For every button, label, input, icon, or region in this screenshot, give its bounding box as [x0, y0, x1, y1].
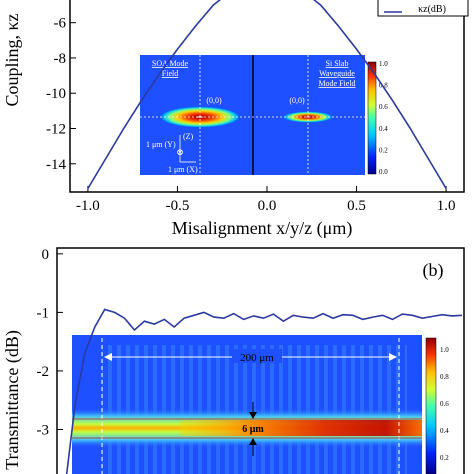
inset-b-colorbar-tick: 0.4: [440, 427, 449, 435]
inset-a-colorbar-tick: 0.6: [379, 103, 388, 111]
panel-a-xtick-label: 1.0: [437, 198, 456, 214]
inset-b-colorbar-tick: 0.2: [440, 454, 449, 462]
panel-a: -6 -8 -10 -12 -14 -1.0 -0.5 0.0 0.5 1.0 Coupling…: [2, 0, 469, 239]
soa-title-2: Field: [162, 69, 178, 78]
inset-b-colorbar: [425, 337, 437, 474]
z-direction-icon: ⊗: [176, 147, 184, 157]
panel-a-ytick-label: -12: [46, 122, 66, 138]
legend-label: κz(dB): [418, 4, 446, 15]
inset-a-colorbar-ticks: 1.0 0.8 0.6 0.4 0.2 0.0: [379, 60, 388, 176]
inset-b-mode-core: [180, 420, 422, 436]
inset-a-colorbar-tick: 0.0: [379, 168, 388, 176]
panel-a-ylabel: Coupling, κz: [2, 13, 22, 106]
si-title-3: Mode Field: [318, 79, 355, 88]
inset-a-colorbar-tick: 0.8: [379, 82, 388, 90]
gap-arrow-top-head: [249, 412, 257, 419]
panel-a-xtick-label: 0.0: [258, 198, 277, 214]
panel-b-label: (b): [423, 260, 444, 281]
panel-a-xlabel: Misalignment x/y/z (μm): [172, 218, 353, 239]
panel-a-ytick-label: -10: [46, 86, 66, 102]
inset-a-colorbar: [367, 61, 377, 175]
panel-b: 0-1-2-3-4 Transmittance (dB) (b) 200 μm …: [2, 247, 465, 474]
origin-label-left: (0,0): [206, 96, 222, 105]
panel-a-xtick-label: 0.5: [347, 198, 366, 214]
panel-a-xtick-label: -1.0: [76, 198, 100, 214]
panel-b-ytick-label: -1: [37, 305, 50, 321]
inset-a-colorbar-tick: 0.2: [379, 146, 388, 154]
panel-a-ytick-label: -14: [46, 157, 66, 173]
inset-z-label: (Z): [183, 132, 194, 141]
inset-b-colorbar-tick: 0.6: [440, 400, 449, 408]
inset-y-label: 1 μm (Y): [146, 140, 176, 149]
panel-b-ylabel: Transmittance (dB): [2, 330, 23, 470]
panel-b-ytick-label: -3: [37, 422, 50, 438]
gap-arrow-bottom-head: [249, 438, 257, 445]
inset-b-colorbar-ticks: 1.0 0.8 0.6 0.4 0.2: [440, 346, 449, 462]
panel-a-xtick-label: -0.5: [166, 198, 190, 214]
origin-label-right: (0,0): [289, 96, 305, 105]
inset-b-colorbar-tick: 0.8: [440, 373, 449, 381]
panel-a-series-line: [87, 0, 447, 189]
length-arrow-left-head: [104, 353, 112, 361]
panel-a-y-ticks: -6 -8 -10 -12 -14: [46, 16, 76, 173]
soa-title-1: SOA Mode: [152, 59, 189, 68]
si-title-1: Si Slab: [326, 59, 349, 68]
si-title-2: Waveguide: [319, 69, 355, 78]
panel-a-ytick-label: -8: [54, 51, 67, 67]
panel-b-y-ticks: 0-1-2-3-4: [37, 247, 63, 438]
panel-a-x-ticks: -1.0 -0.5 0.0 0.5 1.0: [76, 186, 455, 214]
inset-x-label: 1 μm (X): [168, 165, 198, 174]
panel-b-frame: [56, 247, 465, 474]
length-arrow-right-head: [389, 353, 397, 361]
length-label-bg: [232, 349, 282, 363]
panel-b-ytick-label: 0: [42, 247, 50, 263]
panel-b-ytick-label: -2: [37, 364, 50, 380]
length-label: 200 μm: [240, 352, 274, 364]
inset-b-colorbar-tick: 1.0: [440, 346, 449, 354]
inset-a-colorbar-tick: 1.0: [379, 60, 388, 68]
panel-b-series-line: [65, 308, 463, 474]
panel-a-inset: SOA Mode Field Si Slab Waveguide Mode Fi…: [140, 55, 388, 176]
panel-b-inset: 200 μm 6 μm 1.0 0.8 0.6 0.4 0.2: [72, 335, 449, 474]
gap-label: 6 μm: [242, 424, 264, 435]
panel-a-ytick-label: -6: [54, 16, 67, 32]
inset-a-colorbar-tick: 0.4: [379, 125, 388, 133]
